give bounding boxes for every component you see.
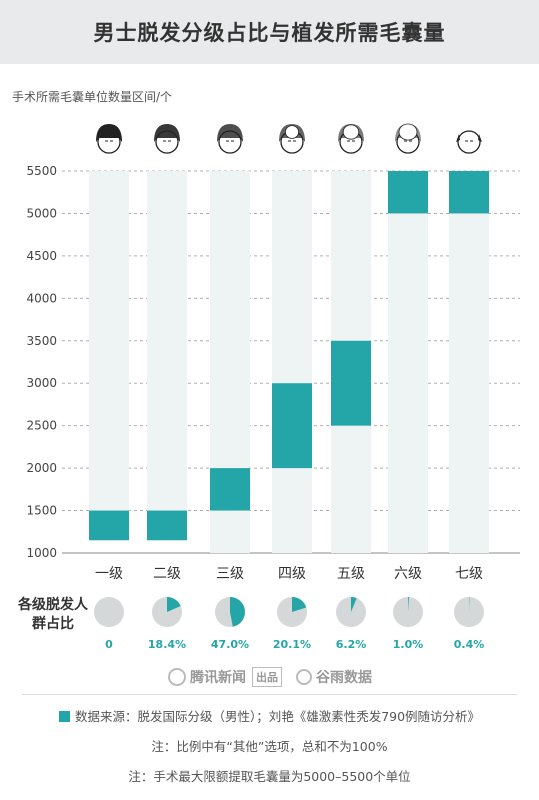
y-tick-label: 4500 (26, 249, 57, 263)
guyu-logo-icon (296, 669, 312, 685)
hair-icon (154, 124, 180, 142)
y-tick-label: 3500 (26, 334, 57, 348)
hair-icon (478, 134, 482, 142)
category-label: 七级 (455, 566, 483, 582)
y-tick-label: 1000 (26, 546, 57, 560)
pie-slice (167, 597, 181, 612)
chart-title: 男士脱发分级占比与植发所需毛囊量 (93, 21, 446, 45)
share-label: 各级脱发人群占比 (18, 597, 88, 632)
range-bar (272, 383, 312, 469)
background-bar (388, 171, 428, 553)
range-bar (210, 468, 250, 511)
category-label: 六级 (394, 566, 422, 582)
pie-slice (230, 597, 245, 627)
brand-tencent: 腾讯新闻 出品 (168, 665, 282, 689)
note-other: 注：比例中有“其他”选项，总和不为100% (151, 739, 388, 754)
pie-slice (408, 597, 409, 612)
share-value-label: 6.2% (336, 638, 367, 651)
note-limit: 注：手术最大限额提取毛囊量为5000–5500个单位 (128, 769, 411, 784)
y-tick-label: 2000 (26, 461, 57, 475)
category-label: 一级 (95, 566, 123, 582)
hair-icon (456, 134, 460, 142)
y-tick-label: 2500 (26, 419, 57, 433)
share-value-label: 20.1% (273, 638, 311, 651)
bald-spot-icon (284, 125, 299, 139)
share-value-label: 0 (105, 638, 113, 651)
share-value-label: 47.0% (211, 638, 249, 651)
y-tick-label: 5500 (26, 164, 57, 178)
hair-icon (96, 124, 122, 142)
brand-guyu: 谷雨数据 (296, 665, 372, 689)
head-icon (457, 130, 481, 154)
legend-square-icon (58, 711, 70, 722)
hair-icon (217, 124, 243, 142)
pie-slice (292, 597, 307, 612)
range-chart: 1000 1500 2000 2500 3000 3500 4000 4500 5000 5500… (26, 123, 520, 651)
pie-slice (351, 597, 357, 612)
background-bar (449, 171, 489, 553)
range-bar (449, 171, 489, 214)
brand-guyu-name: 谷雨数据 (316, 670, 372, 686)
category-label: 二级 (153, 566, 181, 582)
bald-spot-icon (398, 123, 418, 141)
tencent-logo-icon (168, 668, 186, 686)
y-tick-label: 5000 (26, 206, 57, 220)
share-value-label: 0.4% (454, 638, 485, 651)
brand-tencent-name: 腾讯新闻 (190, 670, 246, 686)
range-bar (89, 510, 129, 541)
brand-tag: 出品 (252, 667, 282, 687)
range-bar (388, 171, 428, 214)
bald-spot-icon (342, 124, 360, 140)
source-note: 数据来源：脱发国际分级（男性）；刘艳《雄激素性秃发790例随访分析》 (0, 706, 539, 725)
category-label: 五级 (337, 566, 365, 582)
category-label: 四级 (278, 566, 306, 582)
category-label: 三级 (216, 566, 244, 582)
divider (22, 694, 517, 695)
background-bar (272, 171, 312, 553)
y-tick-label: 1500 (26, 504, 57, 518)
share-value-label: 18.4% (148, 638, 186, 651)
background-bar (89, 171, 129, 541)
range-bar (147, 510, 187, 541)
title-bar: 男士脱发分级占比与植发所需毛囊量 (0, 0, 539, 64)
range-bar (331, 340, 371, 426)
background-bar (147, 171, 187, 541)
y-axis-label: 手术所需毛囊单位数量区间/个 (12, 90, 173, 104)
share-value-label: 1.0% (393, 638, 424, 651)
y-tick-label: 4000 (26, 291, 57, 305)
y-tick-label: 3000 (26, 376, 57, 390)
pie-base (94, 597, 124, 627)
